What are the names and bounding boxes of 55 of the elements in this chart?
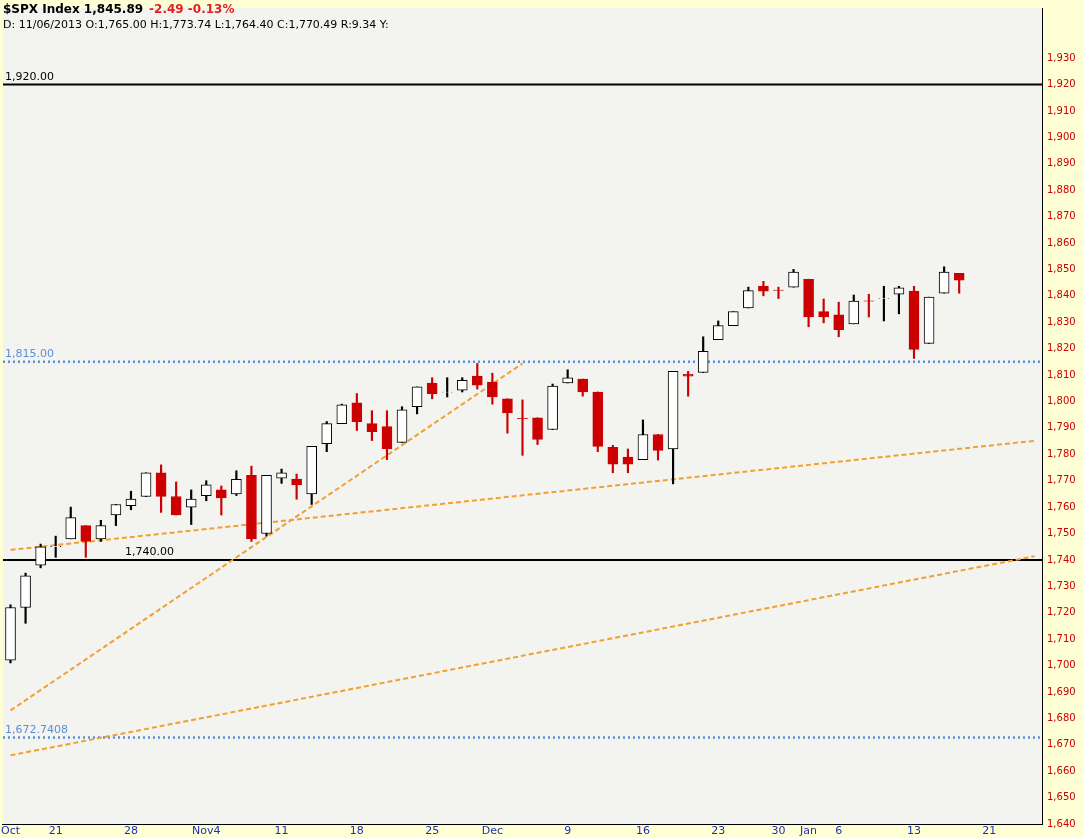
x-tick-label: 13 — [907, 824, 921, 838]
y-tick-label: 1,820 — [1047, 342, 1076, 354]
y-tick-label: 1,870 — [1047, 210, 1076, 222]
y-tick-label: 1,930 — [1047, 51, 1076, 63]
y-tick-label: 1,760 — [1047, 500, 1076, 512]
y-tick-label: 1,640 — [1047, 817, 1076, 829]
y-tick-label: 1,920 — [1047, 78, 1076, 90]
y-tick-label: 1,850 — [1047, 263, 1076, 275]
x-tick-label: Dec — [481, 824, 504, 838]
y-tick-label: 1,890 — [1047, 157, 1076, 169]
x-tick-label: Jan — [799, 824, 818, 838]
y-tick-label: 1,830 — [1047, 315, 1076, 327]
x-tick-label: 21 — [48, 824, 63, 838]
x-tick-label: 28 — [123, 824, 138, 838]
x-tick-label: 9 — [564, 824, 572, 838]
y-tick-label: 1,860 — [1047, 236, 1076, 248]
x-tick-label: 30 — [771, 824, 786, 838]
y-tick-label: 1,730 — [1047, 579, 1076, 591]
y-tick-label: 1,770 — [1047, 474, 1076, 486]
x-tick-label: 25 — [425, 824, 440, 838]
y-tick-label: 1,690 — [1047, 685, 1076, 697]
y-tick-label: 1,660 — [1047, 764, 1076, 776]
x-tick-label: Nov4 — [192, 824, 221, 838]
x-tick-label: 18 — [349, 824, 364, 838]
y-tick-label: 1,670 — [1047, 738, 1076, 750]
y-tick-label: 1,650 — [1047, 791, 1076, 803]
x-tick-label: 11 — [274, 824, 289, 838]
y-tick-label: 1,910 — [1047, 104, 1076, 116]
text: D: 11/06/2013 O:1,765.00 H:1,773.74 L:1,764.40 C:1,770.49 R:9.34 Y: — [3, 18, 389, 31]
candlestick — [517, 399, 528, 456]
x-tick-label: 23 — [711, 824, 726, 838]
ref-line-label: 1,815.00 — [4, 347, 54, 361]
x-tick-label: 21 — [982, 824, 997, 838]
ref-line-label: 1,740.00 — [124, 545, 174, 559]
y-tick-label: 1,700 — [1047, 659, 1076, 671]
candlestick — [758, 280, 769, 297]
y-tick-label: 1,800 — [1047, 395, 1076, 407]
y-tick-label: 1,720 — [1047, 606, 1076, 618]
y-tick-label: 1,680 — [1047, 711, 1076, 723]
y-tick-label: 1,900 — [1047, 130, 1076, 142]
ref-line-label: 1,672.7408 — [4, 722, 68, 736]
annotation: -2.49 -0.13% — [149, 2, 235, 16]
y-tick-label: 1,710 — [1047, 632, 1076, 644]
ref-line-label: 1,920.00 — [4, 69, 54, 83]
chart-title: $SPX Index 1,845.89 — [3, 2, 144, 16]
y-tick-label: 1,880 — [1047, 183, 1076, 195]
y-tick-label: 1,840 — [1047, 289, 1076, 301]
y-tick-label: 1,780 — [1047, 447, 1076, 459]
y-tick-label: 1,790 — [1047, 421, 1076, 433]
y-tick-label: 1,740 — [1047, 553, 1076, 565]
x-tick-label: 16 — [635, 824, 650, 838]
x-tick-label: 6 — [835, 824, 843, 838]
y-tick-label: 1,750 — [1047, 527, 1076, 539]
x-tick-label: Oct — [0, 824, 21, 838]
y-tick-label: 1,810 — [1047, 368, 1076, 380]
